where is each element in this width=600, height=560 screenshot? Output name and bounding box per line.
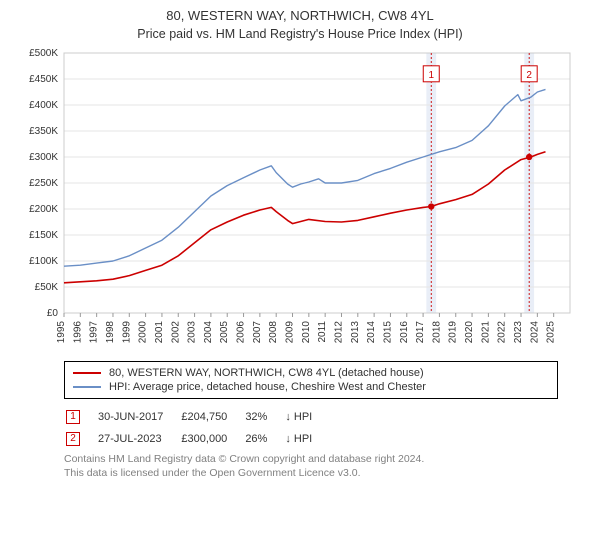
svg-text:2009: 2009 <box>285 320 296 343</box>
chart-title-line2: Price paid vs. HM Land Registry's House … <box>12 27 588 41</box>
legend-item: HPI: Average price, detached house, Ches… <box>73 380 549 394</box>
svg-text:2021: 2021 <box>480 320 491 343</box>
tx-date: 30-JUN-2017 <box>98 407 179 427</box>
svg-text:£250K: £250K <box>29 178 58 189</box>
svg-text:1: 1 <box>428 70 434 81</box>
svg-text:2020: 2020 <box>464 320 475 343</box>
tx-price: £204,750 <box>181 407 243 427</box>
svg-text:2001: 2001 <box>154 320 165 343</box>
svg-text:£500K: £500K <box>29 48 58 59</box>
svg-text:2: 2 <box>526 70 532 81</box>
svg-text:£50K: £50K <box>35 282 59 293</box>
svg-text:2008: 2008 <box>268 320 279 343</box>
footer-attribution: Contains HM Land Registry data © Crown c… <box>64 453 558 480</box>
svg-text:2002: 2002 <box>170 320 181 343</box>
svg-text:2011: 2011 <box>317 320 328 342</box>
svg-text:£0: £0 <box>47 308 59 319</box>
svg-text:2007: 2007 <box>252 320 263 343</box>
svg-text:£450K: £450K <box>29 74 58 85</box>
price-chart: £0 £50K £100K £150K £200K £250K £300K £350K £400… <box>12 47 588 357</box>
svg-text:2014: 2014 <box>366 320 377 343</box>
svg-text:2019: 2019 <box>448 320 459 343</box>
transaction-row: 1 30-JUN-2017£204,75032%↓ HPI <box>66 407 328 427</box>
svg-text:£100K: £100K <box>29 256 58 267</box>
legend: 80, WESTERN WAY, NORTHWICH, CW8 4YL (det… <box>64 361 558 399</box>
svg-text:2010: 2010 <box>301 320 312 343</box>
legend-swatch <box>73 372 101 374</box>
svg-text:£200K: £200K <box>29 204 58 215</box>
svg-text:2018: 2018 <box>431 320 442 343</box>
svg-text:2024: 2024 <box>529 320 540 343</box>
svg-text:2004: 2004 <box>203 320 214 343</box>
svg-text:1997: 1997 <box>89 320 100 343</box>
svg-text:£400K: £400K <box>29 100 58 111</box>
legend-label: HPI: Average price, detached house, Ches… <box>109 381 426 393</box>
svg-text:2015: 2015 <box>382 320 393 343</box>
svg-text:2006: 2006 <box>236 320 247 343</box>
svg-text:£350K: £350K <box>29 126 58 137</box>
svg-text:1999: 1999 <box>121 320 132 343</box>
tx-arrow: ↓ HPI <box>285 407 328 427</box>
svg-text:2023: 2023 <box>513 320 524 343</box>
svg-text:1995: 1995 <box>56 320 67 343</box>
tx-pct: 32% <box>245 407 283 427</box>
svg-text:2025: 2025 <box>546 320 557 343</box>
svg-text:1998: 1998 <box>105 320 116 343</box>
svg-text:£300K: £300K <box>29 152 58 163</box>
tx-arrow: ↓ HPI <box>285 429 328 449</box>
footer-line2: This data is licensed under the Open Gov… <box>64 467 361 479</box>
chart-title-line1: 80, WESTERN WAY, NORTHWICH, CW8 4YL <box>12 8 588 25</box>
tx-pct: 26% <box>245 429 283 449</box>
marker-badge: 1 <box>66 410 80 424</box>
svg-text:2005: 2005 <box>219 320 230 343</box>
svg-text:2016: 2016 <box>399 320 410 343</box>
legend-swatch <box>73 386 101 388</box>
footer-line1: Contains HM Land Registry data © Crown c… <box>64 453 424 465</box>
legend-label: 80, WESTERN WAY, NORTHWICH, CW8 4YL (det… <box>109 367 424 379</box>
svg-text:2012: 2012 <box>333 320 344 343</box>
marker-badge: 2 <box>66 432 80 446</box>
svg-text:2000: 2000 <box>138 320 149 343</box>
svg-text:2022: 2022 <box>497 320 508 343</box>
svg-text:2017: 2017 <box>415 320 426 343</box>
svg-text:2003: 2003 <box>187 320 198 343</box>
tx-price: £300,000 <box>181 429 243 449</box>
transactions-table: 1 30-JUN-2017£204,75032%↓ HPI 2 27-JUL-2023… <box>64 405 330 451</box>
tx-date: 27-JUL-2023 <box>98 429 179 449</box>
svg-text:2013: 2013 <box>350 320 361 343</box>
svg-text:£150K: £150K <box>29 230 58 241</box>
svg-text:1996: 1996 <box>72 320 83 343</box>
transaction-row: 2 27-JUL-2023£300,00026%↓ HPI <box>66 429 328 449</box>
chart-area: £0 £50K £100K £150K £200K £250K £300K £350K £400… <box>12 47 588 357</box>
legend-item: 80, WESTERN WAY, NORTHWICH, CW8 4YL (det… <box>73 366 549 380</box>
